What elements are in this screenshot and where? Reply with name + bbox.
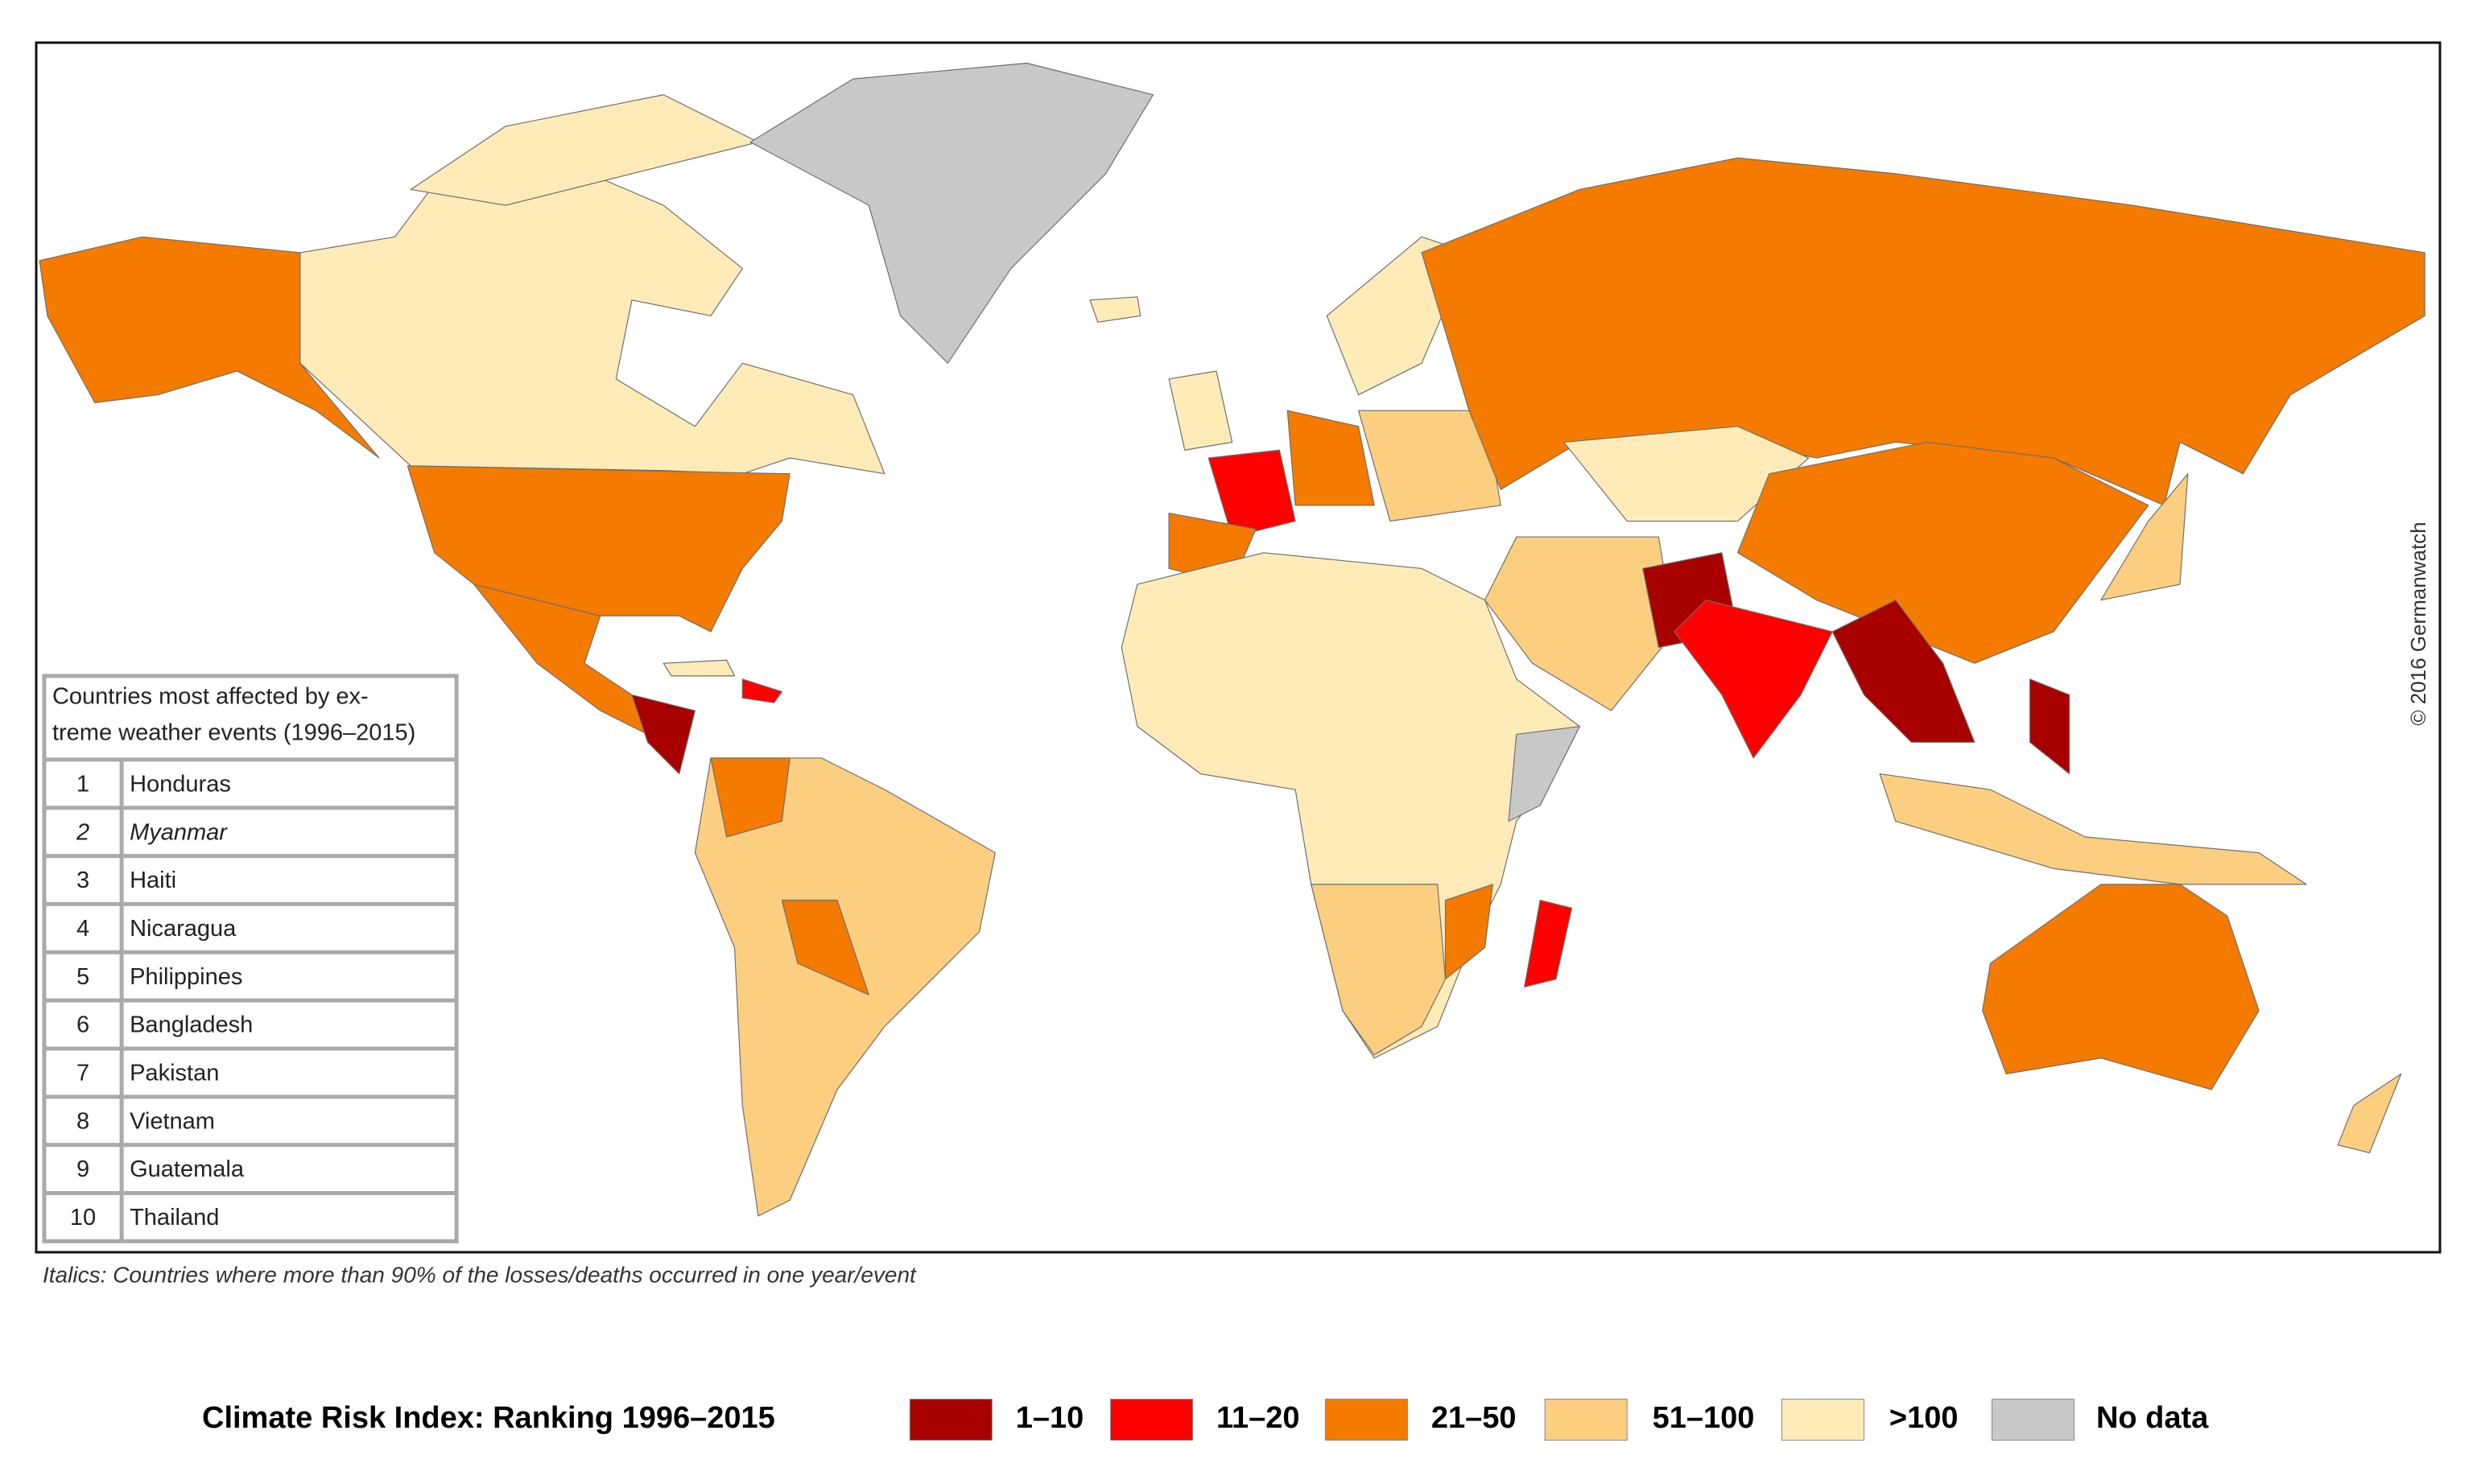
rank: 7	[76, 1061, 89, 1086]
world-map	[39, 62, 2425, 1217]
country: Haiti	[130, 868, 176, 893]
somalia	[1508, 726, 1580, 822]
south-america	[694, 757, 996, 1217]
rank: 3	[76, 868, 89, 893]
bolivia	[781, 899, 869, 996]
legend-swatch	[909, 1399, 993, 1441]
new-zealand	[2337, 1073, 2402, 1154]
france	[1208, 449, 1296, 538]
legend-swatch	[1781, 1399, 1865, 1441]
rank: 6	[76, 1012, 89, 1038]
country: Nicaragua	[130, 916, 237, 942]
southeast-asia	[1831, 600, 1975, 743]
madagascar	[1524, 899, 1573, 988]
table-title: treme weather events (1996–2015)	[52, 720, 415, 746]
legend-title: Climate Risk Index: Ranking 1996–2015	[202, 1401, 775, 1435]
country: Thailand	[130, 1205, 219, 1230]
country: Philippines	[130, 964, 242, 990]
legend-label: >100	[1889, 1401, 1959, 1435]
colombia	[710, 757, 791, 838]
japan	[2100, 473, 2189, 601]
iceland	[1089, 296, 1141, 323]
greenland	[749, 62, 1154, 364]
rank: 5	[76, 964, 89, 990]
legend-swatch	[1544, 1399, 1628, 1441]
australia	[1982, 884, 2260, 1090]
mozambique	[1444, 884, 1493, 980]
table-bg	[42, 674, 459, 1243]
cuba	[663, 659, 736, 677]
country: Myanmar	[130, 819, 228, 845]
copyright: © 2016 Germanwatch	[2406, 521, 2430, 725]
rank: 8	[76, 1108, 89, 1134]
legend-label: 51–100	[1653, 1401, 1755, 1435]
eastern-europe	[1357, 410, 1501, 522]
alaska	[39, 236, 380, 459]
haiti	[741, 678, 782, 703]
legend-swatch	[1991, 1399, 2074, 1441]
table-title: Countries most affected by ex-	[52, 684, 369, 710]
legend-label: 11–20	[1216, 1401, 1300, 1435]
rank: 2	[76, 819, 89, 845]
country: Vietnam	[130, 1108, 215, 1134]
central-europe	[1286, 410, 1375, 506]
country: Pakistan	[130, 1061, 219, 1086]
note: Italics: Countries where more than 90% o…	[43, 1262, 917, 1287]
indonesia	[1879, 773, 2307, 885]
rank: 4	[76, 916, 89, 942]
country: Guatemala	[130, 1156, 245, 1182]
legend-label: No data	[2096, 1401, 2209, 1435]
legend-swatch	[1109, 1399, 1194, 1441]
philippines	[2029, 678, 2070, 775]
china	[1736, 441, 2149, 664]
legend-label: 1–10	[1016, 1401, 1084, 1435]
country: Honduras	[130, 771, 231, 797]
rank: 9	[76, 1156, 89, 1182]
southern-africa	[1311, 884, 1447, 1056]
usa	[407, 465, 791, 633]
legend-label: 21–50	[1431, 1401, 1517, 1435]
country: Bangladesh	[130, 1012, 253, 1038]
uk	[1168, 370, 1233, 451]
central-america	[631, 694, 696, 775]
rank: 10	[70, 1205, 96, 1230]
rank: 1	[76, 771, 89, 797]
legend-swatch	[1324, 1399, 1408, 1441]
